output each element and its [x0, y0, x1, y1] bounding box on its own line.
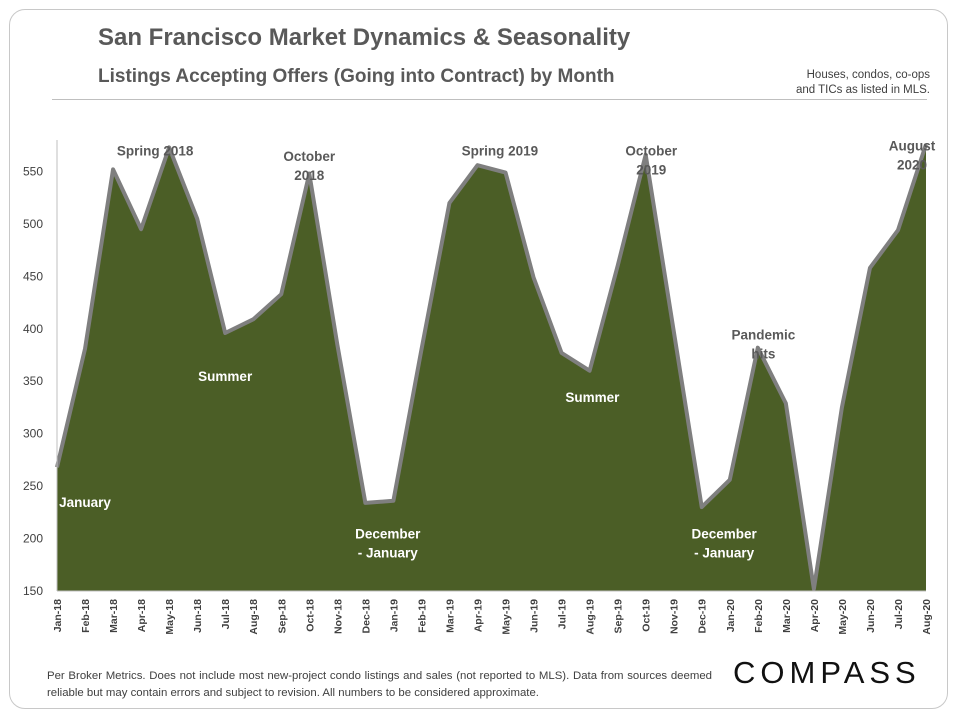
annotation-6-line-0: Summer [198, 369, 253, 384]
annotation-3-line-0: October [625, 144, 678, 159]
chart-title: San Francisco Market Dynamics & Seasonal… [98, 24, 631, 51]
x-tick-Jun-18: Jun-18 [192, 599, 204, 633]
x-tick-Jan-18: Jan-18 [52, 599, 64, 632]
x-tick-May-19: May-19 [501, 599, 513, 635]
y-tick-500: 500 [23, 217, 43, 231]
x-tick-Jun-20: Jun-20 [865, 599, 877, 633]
x-tick-Aug-19: Aug-19 [585, 599, 597, 635]
series-area [57, 144, 926, 591]
y-tick-150: 150 [23, 584, 43, 598]
x-tick-Jan-20: Jan-20 [725, 599, 737, 632]
y-tick-250: 250 [23, 479, 43, 493]
chart-subtitle: Listings Accepting Offers (Going into Co… [98, 66, 615, 87]
annotation-7-line-0: Summer [565, 390, 620, 405]
x-tick-Dec-18: Dec-18 [360, 599, 372, 634]
scope-note-line-1: Houses, condos, co-ops [806, 69, 930, 81]
annotation-1-line-1: 2018 [294, 168, 325, 183]
x-tick-Feb-19: Feb-19 [416, 599, 428, 633]
footer-disclaimer: Per Broker Metrics. Does not include mos… [47, 670, 712, 699]
annotation-10-line-1: - January [694, 546, 755, 561]
x-tick-May-18: May-18 [164, 599, 176, 635]
annotation-5-line-0: Pandemic [732, 327, 796, 342]
x-tick-Aug-20: Aug-20 [921, 599, 933, 635]
annotation-5-line-1: hits [751, 346, 775, 361]
x-tick-Mar-20: Mar-20 [781, 599, 793, 633]
x-tick-Nov-19: Nov-19 [669, 599, 681, 634]
x-tick-Mar-19: Mar-19 [444, 599, 456, 633]
x-tick-Feb-18: Feb-18 [80, 599, 92, 633]
x-tick-May-20: May-20 [837, 599, 849, 635]
x-tick-Aug-18: Aug-18 [248, 599, 260, 635]
x-tick-Mar-18: Mar-18 [108, 599, 120, 633]
brand-logo: COMPASS [733, 655, 921, 690]
x-tick-Feb-20: Feb-20 [753, 599, 765, 633]
annotation-1-line-0: October [283, 149, 336, 164]
x-tick-Nov-18: Nov-18 [332, 599, 344, 634]
scope-note-line-2: and TICs as listed in MLS. [795, 84, 930, 96]
x-tick-Dec-19: Dec-19 [697, 599, 709, 634]
chart-frame [9, 9, 948, 709]
x-tick-Jun-19: Jun-19 [529, 599, 541, 633]
x-tick-Apr-18: Apr-18 [136, 599, 148, 632]
scope-note: Houses, condos, co-ops and TICs as liste… [730, 68, 930, 98]
y-tick-200: 200 [23, 532, 43, 546]
y-tick-300: 300 [23, 427, 43, 441]
series-line [55, 143, 928, 591]
x-tick-Jan-19: Jan-19 [388, 599, 400, 632]
x-tick-Oct-19: Oct-19 [641, 599, 653, 632]
annotation-8-line-0: January [59, 495, 111, 510]
title-divider [52, 99, 927, 100]
x-tick-Jul-20: Jul-20 [893, 599, 905, 630]
annotation-4-line-0: August [889, 138, 936, 153]
x-tick-Jul-18: Jul-18 [220, 599, 232, 630]
annotation-3-line-1: 2019 [636, 163, 666, 178]
annotation-9-line-0: December [355, 527, 421, 542]
x-tick-Sep-18: Sep-18 [276, 599, 288, 634]
annotation-2-line-0: Spring 2019 [462, 144, 539, 159]
annotation-9-line-1: - January [358, 546, 419, 561]
annotation-10-line-0: December [692, 527, 758, 542]
y-tick-450: 450 [23, 269, 43, 283]
x-tick-Oct-18: Oct-18 [304, 599, 316, 632]
y-tick-550: 550 [23, 164, 43, 178]
x-tick-Apr-20: Apr-20 [809, 599, 821, 632]
y-tick-400: 400 [23, 322, 43, 336]
y-tick-350: 350 [23, 374, 43, 388]
x-tick-Jul-19: Jul-19 [557, 599, 569, 630]
annotation-0-line-0: Spring 2018 [117, 144, 194, 159]
x-tick-Apr-19: Apr-19 [472, 599, 484, 632]
annotation-4-line-1: 2020 [897, 157, 927, 172]
x-tick-Sep-19: Sep-19 [613, 599, 625, 634]
